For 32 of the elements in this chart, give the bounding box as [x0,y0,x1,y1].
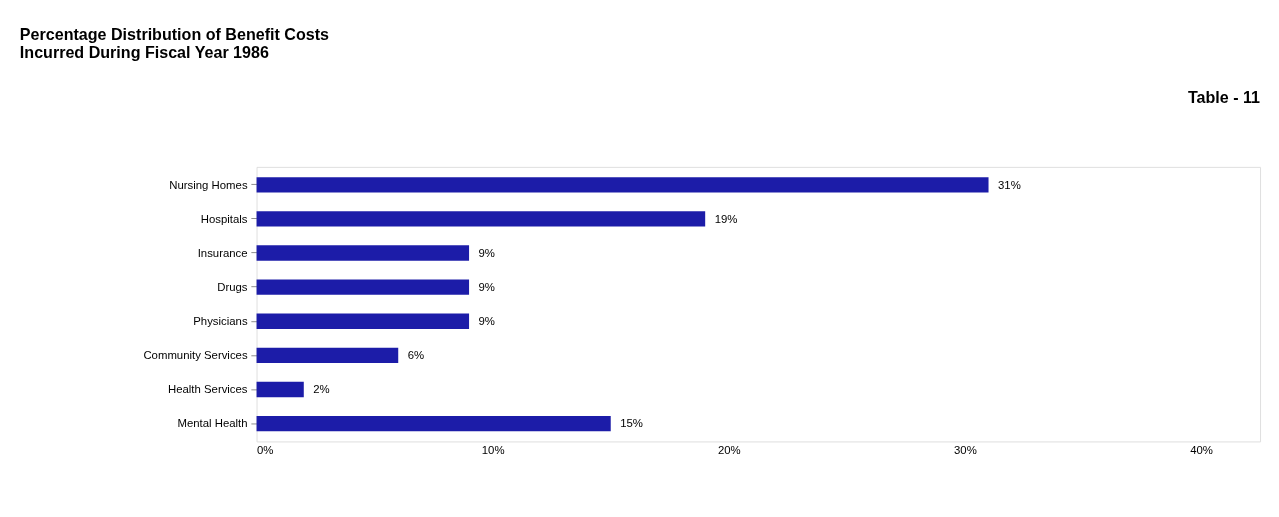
y-tick-label: Community Services [143,349,248,362]
y-tick-label: Insurance [197,246,248,259]
bar [256,177,989,193]
text: Table - 11 [1187,88,1261,107]
data-label: 9% [478,280,495,293]
x-tick-label: 10% [481,444,505,457]
data-label: 19% [714,212,738,225]
y-tick-label: Drugs [217,280,248,293]
x-tick-label: 40% [1190,444,1213,457]
bar [256,211,706,227]
data-label: 9% [478,246,495,259]
x-tick-label: 0% [257,444,274,457]
data-label: 2% [313,383,330,396]
x-tick-label: 30% [954,444,977,457]
x-tick-label: 20% [717,444,741,457]
bar [256,347,399,364]
y-tick-label: Physicians [193,315,248,328]
bar [256,313,470,329]
y-tick-label: Hospitals [200,212,248,225]
bar [256,279,470,295]
bar [256,381,304,398]
data-label: 6% [407,349,425,362]
data-label: 31% [998,178,1021,191]
y-tick-label: Mental Health [177,417,248,430]
y-tick-label: Health Services [168,383,248,396]
data-label: 15% [620,417,643,430]
y-tick-label: Nursing Homes [169,178,248,191]
bar [256,415,611,432]
text: Percentage Distribution of Benefit Costs [19,25,329,44]
text: Incurred During Fiscal Year 1986 [19,43,269,62]
bar [256,245,470,261]
data-label: 9% [478,315,495,328]
